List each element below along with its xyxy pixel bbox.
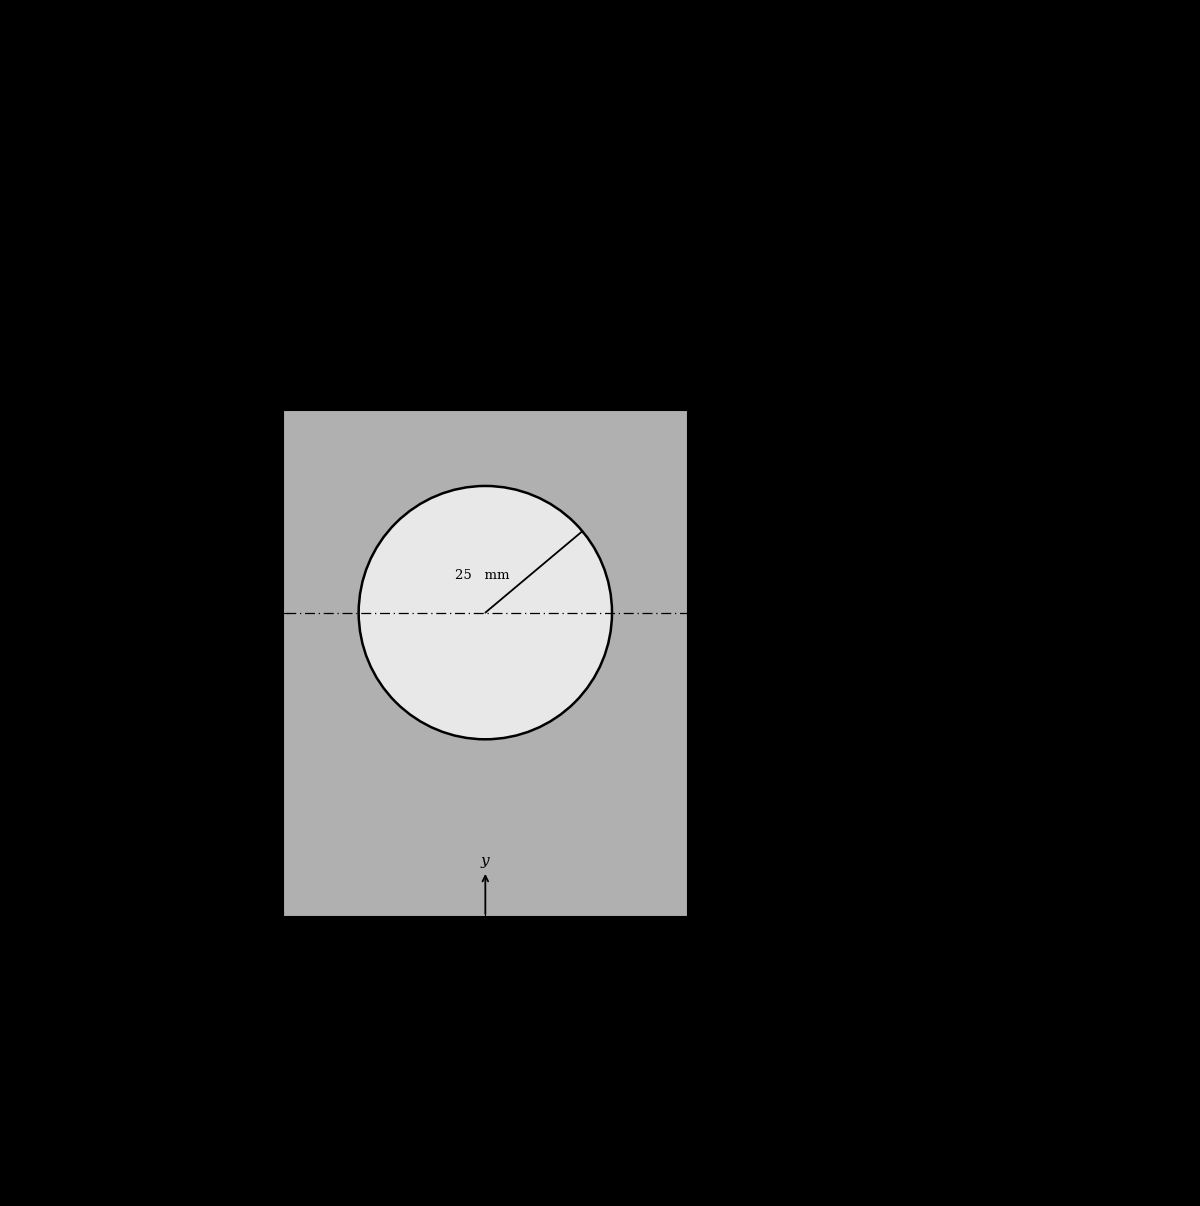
Text: 60   mm: 60 mm (133, 757, 197, 772)
Text: 25   mm: 25 mm (455, 569, 510, 582)
Text: tion with a cutout as shown in Sketch c.  Ans.  $I_y$ =: tion with a cutout as shown in Sketch c.… (30, 101, 695, 131)
Text: Sketch c, for Problem 4.32.: Sketch c, for Problem 4.32. (360, 1046, 611, 1064)
Circle shape (359, 486, 612, 739)
Text: 100  m: 100 m (744, 656, 797, 671)
Text: x: x (541, 976, 550, 989)
Text: 80   mm: 80 mm (454, 345, 517, 359)
Text: 4.141 $\times$ 10$^{-6}$ m$^4$, $I_x$ = 2.202 $\times$ 10$^{-5}$ m$^4$.: 4.141 $\times$ 10$^{-6}$ m$^4$, $I_x$ = … (30, 171, 563, 203)
Bar (283, 410, 688, 917)
Text: 40   mm: 40 mm (353, 997, 415, 1012)
Text: y: y (481, 855, 490, 868)
Text: 4.32  Derive the area moment of inertia for a rectangular sec-: 4.32 Derive the area moment of inertia f… (30, 31, 773, 54)
